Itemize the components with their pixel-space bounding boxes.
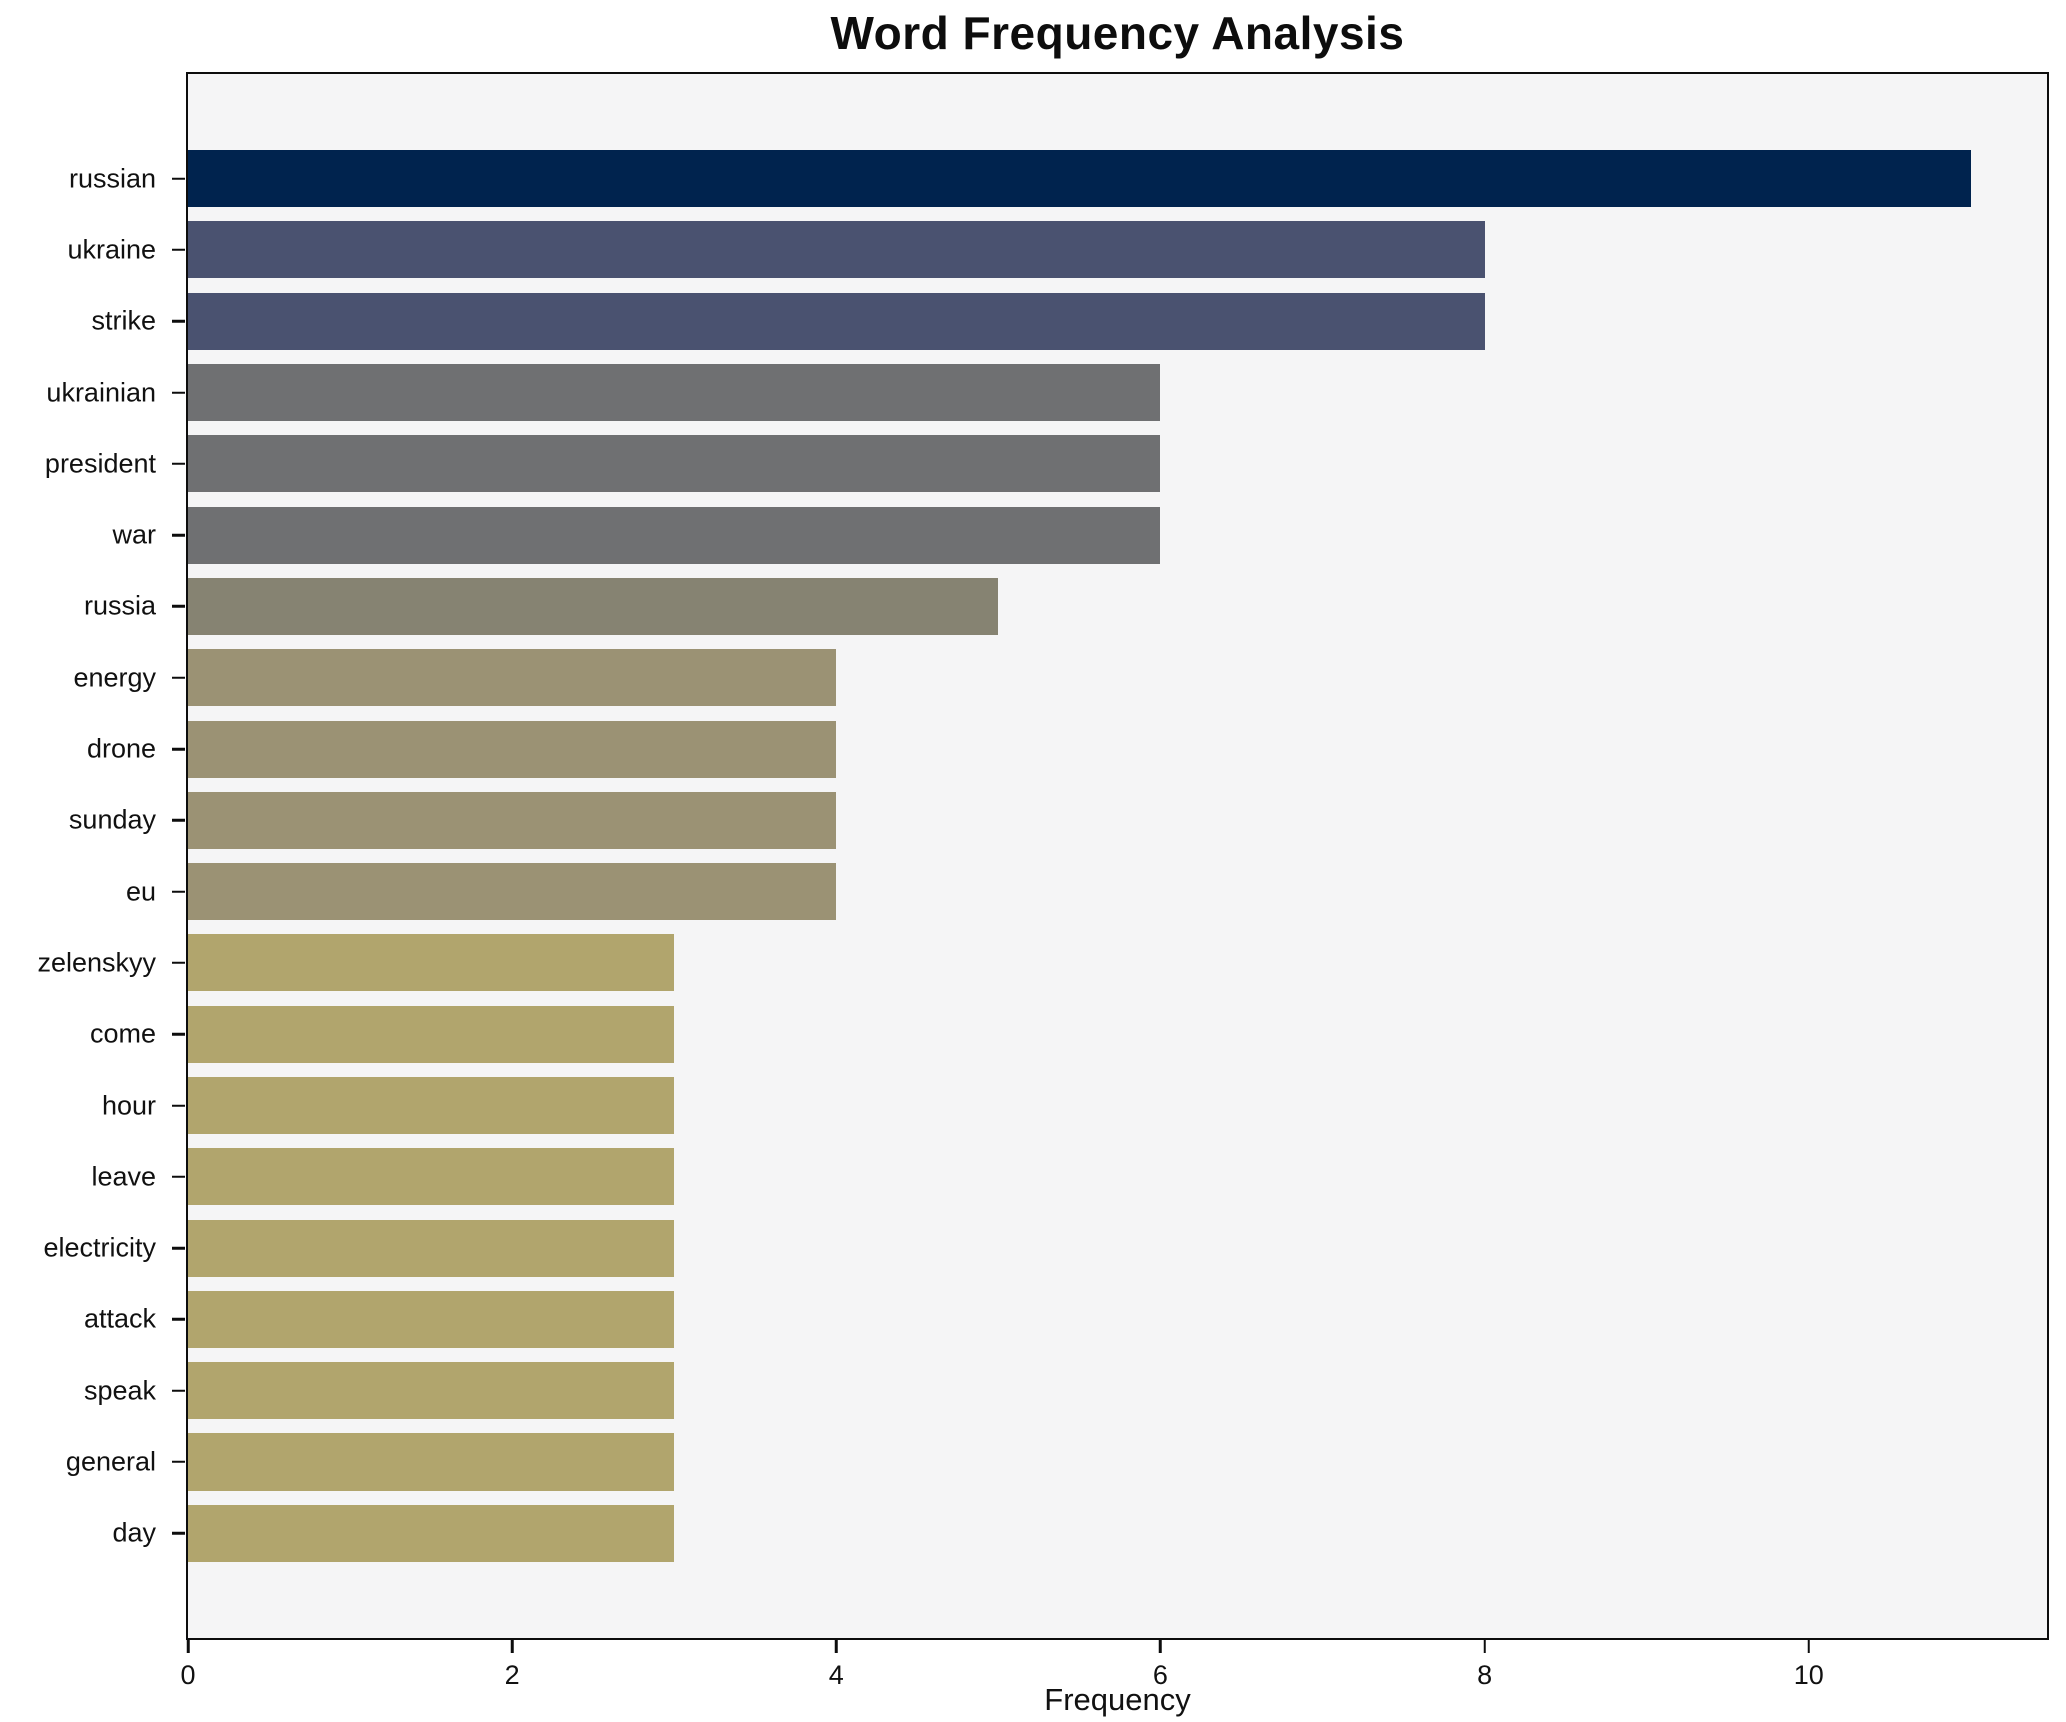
y-tick-mark	[172, 747, 185, 751]
bar-row-general: general	[66, 1426, 2047, 1497]
bar-rows: russian ukraine strike ukrainian president wa…	[37, 143, 2047, 1569]
y-tick-mark	[172, 462, 185, 466]
x-tick-mark	[835, 1640, 838, 1653]
bar-row-zelenskyy: zelenskyy	[37, 927, 2047, 998]
y-tick-mark	[172, 819, 185, 822]
bar-row-president: president	[45, 428, 2047, 499]
y-tick-mark	[172, 961, 185, 965]
y-tick-mark	[172, 533, 185, 537]
x-tick-label: 10	[1793, 1660, 1824, 1690]
y-tick-mark	[172, 248, 185, 252]
bar-row-electricity: electricity	[43, 1212, 2047, 1283]
y-tick-mark	[172, 1460, 185, 1464]
x-axis: 0 2 4 6 8 10	[180, 1638, 2047, 1722]
y-tick-mark	[172, 605, 185, 608]
y-tick-label: war	[112, 519, 156, 550]
y-tick-mark	[172, 1389, 185, 1392]
y-tick-mark	[172, 1032, 185, 1036]
x-tick-mark	[1807, 1640, 1810, 1653]
bar-row-ukrainian: ukrainian	[46, 357, 2047, 428]
bar-row-sunday: sunday	[69, 785, 2047, 856]
y-tick-mark	[172, 177, 185, 180]
title-band: Word Frequency Analysis	[186, 6, 2049, 60]
bar-strike	[188, 292, 1485, 350]
y-tick-mark	[172, 1175, 185, 1179]
y-tick-label: russia	[83, 590, 156, 621]
y-tick-label: general	[65, 1446, 156, 1477]
y-tick-mark	[172, 1532, 185, 1535]
bar-russia	[188, 577, 999, 635]
bar-row-war: war	[112, 499, 2047, 570]
x-tick-label: 4	[828, 1660, 844, 1690]
bar-day	[188, 1504, 675, 1562]
y-tick-label: drone	[86, 733, 156, 764]
bar-attack	[188, 1290, 675, 1348]
bar-russian	[188, 150, 1971, 208]
y-tick-label: strike	[91, 305, 156, 336]
bar-row-russian: russian	[69, 143, 2047, 214]
bar-zelenskyy	[188, 934, 675, 992]
y-tick-mark	[172, 391, 185, 394]
y-tick-label: hour	[101, 1090, 156, 1120]
bar-ukrainian	[188, 364, 1161, 422]
y-tick-label: leave	[91, 1161, 156, 1192]
bar-general	[188, 1433, 675, 1491]
bar-president	[188, 435, 1161, 493]
y-tick-mark	[172, 890, 185, 893]
bar-hour	[188, 1076, 675, 1135]
bar-row-ukraine: ukraine	[67, 214, 2047, 285]
bar-come	[188, 1005, 675, 1063]
x-tick-label: 2	[504, 1660, 520, 1690]
bar-row-drone: drone	[87, 713, 2047, 784]
bar-war	[188, 506, 1161, 564]
y-tick-label: ukrainian	[46, 377, 156, 408]
y-tick-label: come	[89, 1018, 156, 1049]
y-tick-label: sunday	[68, 804, 156, 835]
y-tick-label: day	[112, 1517, 156, 1548]
bar-row-speak: speak	[84, 1355, 2047, 1426]
bar-row-russia: russia	[84, 571, 2047, 642]
y-tick-mark	[172, 676, 185, 679]
bar-row-day: day	[112, 1498, 2047, 1569]
x-tick-mark	[186, 1640, 190, 1653]
y-tick-label: eu	[125, 876, 156, 907]
y-tick-mark	[172, 1318, 185, 1321]
y-tick-label: ukraine	[67, 234, 156, 265]
plot-area: russian ukraine strike ukrainian president wa…	[37, 72, 2049, 1690]
bar-row-strike: strike	[91, 286, 2047, 357]
bar-ukraine	[188, 221, 1485, 279]
x-tick-mark	[510, 1640, 514, 1653]
bar-sunday	[188, 791, 837, 849]
chart-title: Word Frequency Analysis	[830, 7, 1405, 59]
x-tick-label: 8	[1477, 1660, 1493, 1690]
bar-eu	[188, 863, 837, 921]
y-tick-label: attack	[83, 1303, 156, 1334]
y-tick-label: president	[44, 448, 156, 479]
x-axis-title: Frequency	[1044, 1682, 1191, 1717]
y-tick-mark	[172, 1246, 185, 1250]
y-tick-label: energy	[73, 662, 156, 693]
x-tick-mark	[1159, 1640, 1162, 1653]
bar-energy	[188, 649, 837, 707]
bar-row-come: come	[90, 999, 2047, 1070]
y-tick-mark	[172, 319, 185, 323]
bar-row-hour: hour	[102, 1070, 2047, 1141]
bar-row-leave: leave	[91, 1141, 2047, 1212]
bar-electricity	[188, 1219, 675, 1277]
y-tick-label: russian	[68, 163, 156, 194]
y-tick-label: zelenskyy	[37, 947, 156, 978]
bar-speak	[188, 1362, 675, 1420]
x-tick-label: 6	[1152, 1660, 1168, 1690]
y-tick-mark	[172, 1104, 185, 1107]
y-tick-label: speak	[83, 1375, 156, 1406]
bar-drone	[188, 720, 837, 778]
x-tick-label: 0	[180, 1660, 196, 1690]
bar-leave	[188, 1148, 675, 1206]
bar-row-attack: attack	[84, 1284, 2047, 1355]
bar-row-eu: eu	[126, 856, 2047, 927]
y-tick-label: electricity	[43, 1232, 156, 1263]
x-tick-mark	[1483, 1640, 1486, 1653]
bar-row-energy: energy	[73, 642, 2047, 713]
